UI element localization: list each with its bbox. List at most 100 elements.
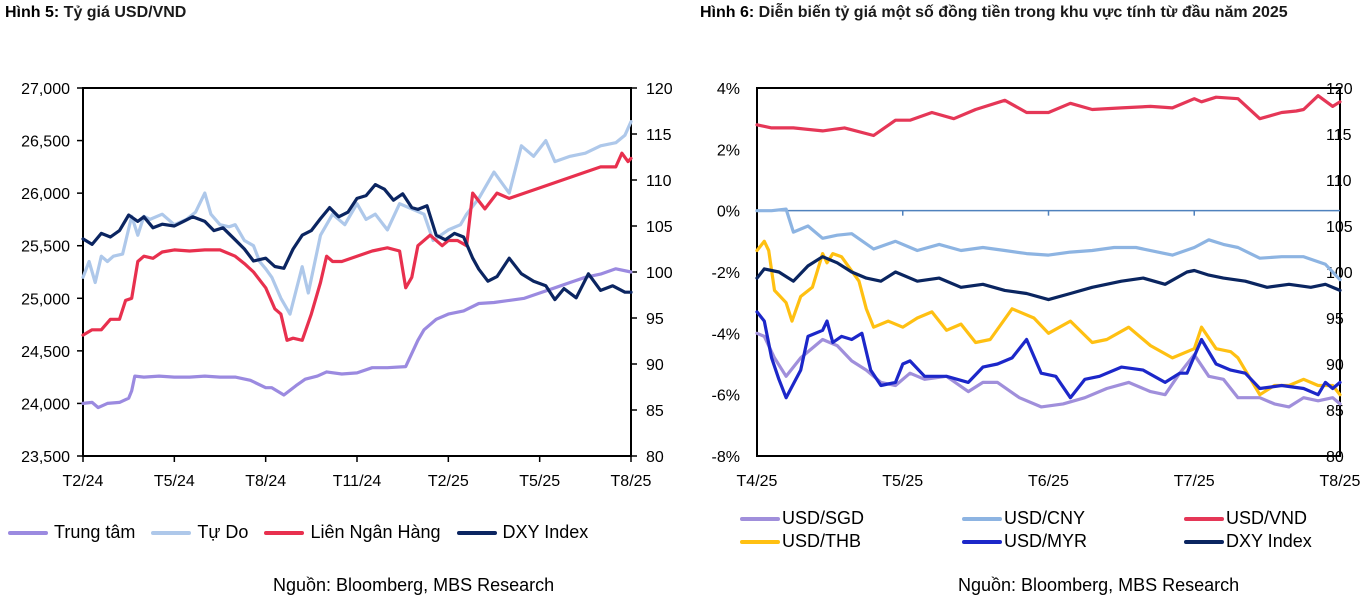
- figure-5-legend: Trung tâm Tự Do Liên Ngân Hàng DXY Index: [8, 522, 604, 543]
- y-left-tick-label: 26,500: [21, 134, 70, 151]
- x-tick-label: T2/25: [428, 473, 469, 490]
- y-left-tick-label: 4%: [717, 81, 740, 98]
- y-left-tick-label: 24,500: [21, 344, 70, 361]
- legend-item-dxy-index: DXY Index: [1184, 531, 1366, 552]
- series-line-usd-thb: [755, 239, 1342, 397]
- x-tick-label: T8/24: [245, 473, 286, 490]
- legend-swatch: [264, 530, 305, 535]
- y-left-tick-label: -6%: [712, 388, 740, 405]
- legend-swatch: [1184, 516, 1224, 521]
- y-right-tick-label: 90: [646, 357, 664, 374]
- figure-6-title: Hình 6: Diễn biến tỷ giá một số đồng tiề…: [700, 3, 1360, 23]
- y-right-tick-label: 110: [646, 173, 672, 190]
- legend-item-lien-ngan-hang: Liên Ngân Hàng: [264, 522, 441, 543]
- figure-5-title: Hình 5: Tỷ giá USD/VND: [5, 3, 186, 23]
- y-left-tick-label: 27,000: [21, 81, 70, 98]
- legend-item-tu-do: Tự Do: [151, 522, 248, 543]
- x-tick-label: T6/25: [1028, 473, 1069, 490]
- y-right-tick-label: 120: [646, 81, 673, 98]
- y-right-tick-label: 105: [1326, 219, 1353, 236]
- x-tick-label: T2/24: [63, 473, 104, 490]
- plot-area-frame: [756, 87, 1341, 457]
- y-left-tick-label: 23,500: [21, 449, 70, 466]
- y-right-tick-label: 85: [646, 403, 664, 420]
- legend-item-usd-sgd: USD/SGD: [740, 508, 962, 529]
- x-tick-label: T5/24: [154, 473, 195, 490]
- y-left-tick-label: 24,000: [21, 396, 70, 413]
- series-line-dxy-index: [755, 255, 1342, 302]
- legend-label: USD/VND: [1226, 508, 1308, 528]
- series-line-tu-do: [81, 119, 633, 316]
- y-left-tick-label: -4%: [712, 326, 740, 343]
- y-left-tick-label: -2%: [712, 265, 740, 282]
- y-right-tick-label: 100: [1326, 265, 1353, 282]
- chart-6: -8% -6% -4% -2% 0% 2% 4% 80 85 90 95 100 105 110 115 12…: [712, 81, 1361, 490]
- y-right-tick-label: 115: [646, 127, 672, 144]
- legend-swatch: [151, 530, 192, 535]
- series-line-trung-tam: [81, 267, 633, 410]
- legend-item-usd-myr: USD/MYR: [962, 531, 1184, 552]
- figure-5-title-text: Tỷ giá USD/VND: [59, 4, 187, 21]
- x-tick-label: T8/25: [611, 473, 652, 490]
- y-left-tick-label: 25,500: [21, 239, 70, 256]
- y-right-tick-label: 80: [1326, 449, 1344, 466]
- legend-swatch: [740, 539, 780, 544]
- legend-label: DXY Index: [1226, 531, 1312, 551]
- series-line-usd-vnd: [755, 94, 1342, 138]
- y-right-tick-label: 120: [1326, 81, 1353, 98]
- y-left-tick-label: 2%: [717, 142, 740, 159]
- y-left-tick-label: -8%: [712, 449, 740, 466]
- figure-6-label: Hình 6:: [700, 4, 755, 21]
- series-line-usd-sgd: [755, 331, 1342, 409]
- figure-6-title-text: Diễn biến tỷ giá một số đồng tiền trong …: [754, 4, 1288, 21]
- legend-swatch: [456, 530, 497, 535]
- legend-swatch: [8, 530, 48, 535]
- legend-label: USD/CNY: [1004, 508, 1086, 528]
- y-left-tick-label: 0%: [717, 204, 740, 221]
- y-right-tick-label: 90: [1326, 357, 1344, 374]
- series-line-lien-ngan-hang: [81, 151, 633, 342]
- y-right-tick-label: 110: [1326, 173, 1352, 190]
- legend-label: USD/THB: [782, 531, 862, 551]
- legend-label: DXY Index: [502, 522, 589, 542]
- x-tick-label: T4/25: [737, 473, 778, 490]
- y-right-tick-label: 95: [646, 311, 664, 328]
- series-line-dxy-index: [81, 183, 633, 302]
- x-tick-label: T8/25: [1320, 473, 1361, 490]
- legend-item-dxy-index: DXY Index: [456, 522, 589, 543]
- legend-label: Liên Ngân Hàng: [310, 522, 441, 542]
- y-right-tick-label: 105: [646, 219, 673, 236]
- figure-5-label: Hình 5:: [5, 4, 60, 21]
- y-right-tick-label: 100: [646, 265, 673, 282]
- y-right-tick-label: 115: [1326, 127, 1352, 144]
- x-tick-label: T7/25: [1174, 473, 1215, 490]
- legend-swatch: [962, 516, 1002, 521]
- figure-6-legend: USD/SGD USD/CNY USD/VND USD/THB USD/MYR DXY I…: [740, 508, 1366, 552]
- plot-area-frame: [82, 87, 632, 457]
- legend-swatch: [962, 539, 1002, 544]
- figure-6-source: Nguồn: Bloomberg, MBS Research: [958, 575, 1240, 595]
- legend-label: USD/SGD: [782, 508, 865, 528]
- legend-item-trung-tam: Trung tâm: [8, 522, 135, 543]
- y-right-tick-label: 95: [1326, 311, 1344, 328]
- x-tick-label: T5/25: [519, 473, 560, 490]
- y-right-tick-label: 80: [646, 449, 664, 466]
- x-tick-label: T11/24: [333, 473, 382, 490]
- chart-5: 23,500 24,000 24,500 25,000 25,500 26,000 26,5…: [21, 81, 673, 490]
- series-line-usd-cny: [755, 207, 1342, 282]
- y-right-tick-label: 85: [1326, 403, 1344, 420]
- series-line-usd-myr: [755, 310, 1342, 400]
- legend-label: USD/MYR: [1004, 531, 1088, 551]
- legend-swatch: [1184, 539, 1224, 544]
- legend-item-usd-thb: USD/THB: [740, 531, 962, 552]
- y-left-tick-label: 25,000: [21, 291, 70, 308]
- legend-label: Trung tâm: [54, 522, 136, 542]
- legend-item-usd-vnd: USD/VND: [1184, 508, 1366, 529]
- legend-label: Tự Do: [197, 522, 249, 542]
- y-left-tick-label: 26,000: [21, 186, 70, 203]
- legend-item-usd-cny: USD/CNY: [962, 508, 1184, 529]
- figure-5-source: Nguồn: Bloomberg, MBS Research: [273, 575, 555, 595]
- x-tick-label: T5/25: [882, 473, 923, 490]
- legend-swatch: [740, 516, 780, 521]
